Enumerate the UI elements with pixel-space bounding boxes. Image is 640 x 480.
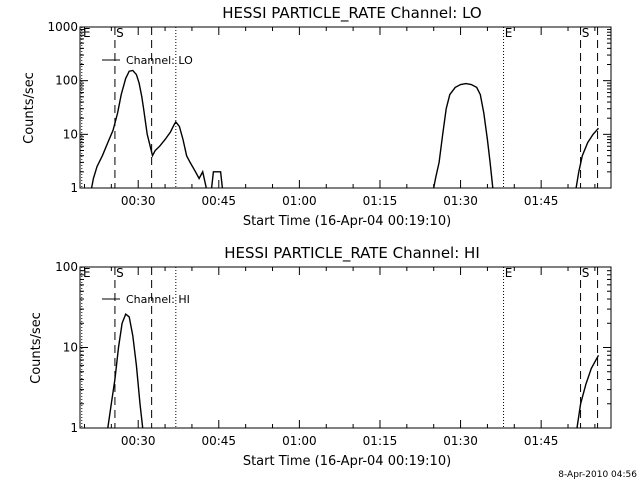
hi-legend-label: Channel: HI [126, 293, 190, 306]
hi-y-axis-label: Counts/sec [29, 312, 44, 384]
hi-legend: Channel: HI [102, 293, 190, 306]
hi-x-axis-label: Start Time (16-Apr-04 00:19:10) [243, 454, 451, 469]
lo-event-marker-label: E [83, 26, 91, 40]
lo-axis-ticks: 00:30 00:45 01:00 01:15 01:30 01:45 1 10 100 1000 [47, 20, 611, 208]
lo-x-tick-label: 00:45 [201, 194, 236, 208]
hi-plot-frame [79, 266, 612, 429]
hi-x-tick-label: 01:15 [363, 434, 398, 448]
hi-x-tick-label: 01:00 [282, 434, 317, 448]
lo-y-tick-label: 1000 [47, 20, 78, 34]
lo-y-tick-label: 100 [55, 74, 78, 88]
lo-channel-panel: HESSI PARTICLE_RATE Channel: LO Counts/s… [22, 4, 612, 229]
lo-chart-title: HESSI PARTICLE_RATE Channel: LO [222, 4, 481, 23]
lo-y-tick-label: 1 [70, 181, 78, 195]
lo-event-marker-label: S [116, 26, 124, 40]
lo-y-tick-label: 10 [63, 127, 78, 141]
lo-series-line [90, 69, 207, 189]
hi-series-line [107, 312, 144, 429]
lo-plot-frame [79, 26, 612, 189]
hi-x-tick-label: 00:30 [121, 434, 156, 448]
footer-timestamp: 8-Apr-2010 04:56 [558, 470, 637, 480]
lo-series [90, 69, 600, 189]
hi-y-tick-label: 100 [55, 260, 78, 274]
lo-x-tick-label: 01:45 [524, 194, 559, 208]
hi-x-tick-label: 00:45 [201, 434, 236, 448]
hi-axis-ticks: 00:30 00:45 01:00 01:15 01:30 01:45 1 10 100 [55, 260, 611, 448]
hi-series-line [576, 354, 600, 429]
hi-channel-panel: HESSI PARTICLE_RATE Channel: HI Counts/s… [29, 244, 612, 469]
lo-legend-label: Channel: LO [126, 54, 193, 67]
hi-x-tick-label: 01:30 [443, 434, 478, 448]
lo-event-marker-label: E [505, 26, 513, 40]
lo-x-tick-label: 01:30 [443, 194, 478, 208]
lo-x-axis-label: Start Time (16-Apr-04 00:19:10) [243, 214, 451, 229]
hi-y-tick-label: 1 [70, 421, 78, 435]
hi-event-marker-label: E [83, 266, 91, 280]
lo-series-line [433, 82, 494, 189]
lo-event-marker-label: S [582, 26, 590, 40]
lo-series-line [210, 171, 224, 189]
lo-x-tick-label: 01:00 [282, 194, 317, 208]
hi-series [107, 312, 600, 429]
hi-event-marker-label: E [505, 266, 513, 280]
lo-x-tick-label: 00:30 [121, 194, 156, 208]
lo-y-axis-label: Counts/sec [22, 72, 37, 144]
hi-chart-title: HESSI PARTICLE_RATE Channel: HI [224, 244, 480, 263]
hi-x-tick-label: 01:45 [524, 434, 559, 448]
hi-event-marker-label: S [582, 266, 590, 280]
hi-event-marker-label: S [116, 266, 124, 280]
lo-legend: Channel: LO [102, 54, 193, 67]
lo-x-tick-label: 01:15 [363, 194, 398, 208]
lo-series-line [575, 127, 600, 189]
hi-y-tick-label: 10 [63, 341, 78, 355]
